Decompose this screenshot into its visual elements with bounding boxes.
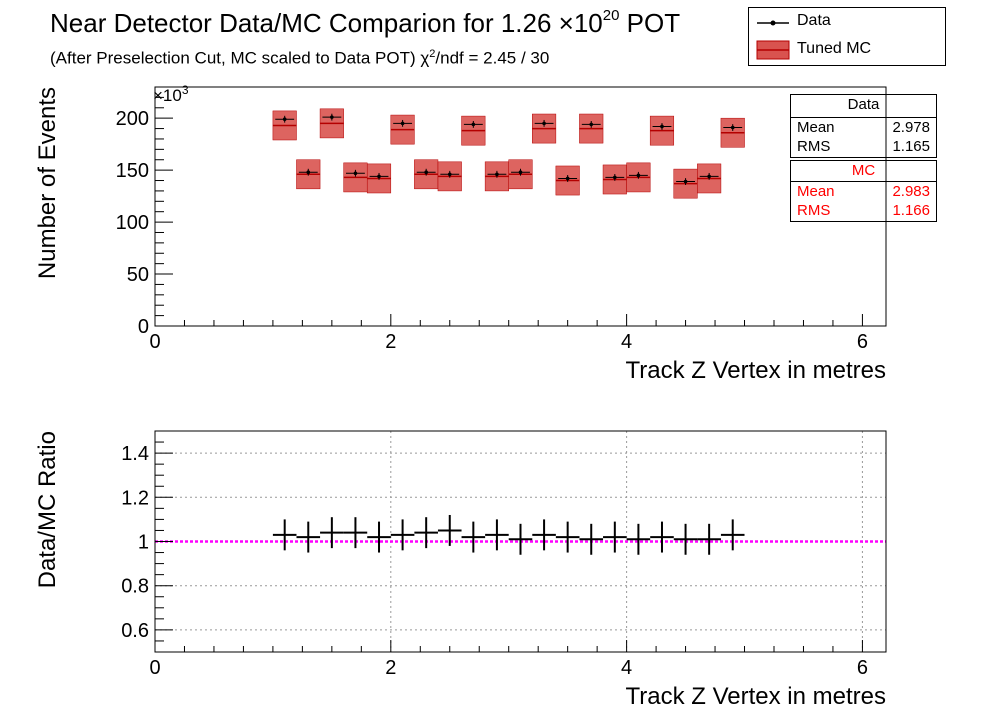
data-point bbox=[683, 179, 688, 184]
data-point bbox=[565, 176, 570, 181]
data-point bbox=[660, 124, 664, 129]
data-point bbox=[282, 117, 287, 122]
ratio-plot: 0 2 4 6 0.6 0.8 1 1.2 1.4 Track Z Vertex in metre… bbox=[34, 430, 887, 710]
data-point bbox=[353, 171, 358, 176]
data-point bbox=[730, 125, 735, 130]
stats-mc-title: MC bbox=[851, 162, 876, 179]
legend-entry-data: Data bbox=[749, 8, 945, 36]
y-tick-label: 0 bbox=[138, 316, 149, 338]
stats-data-title: Data bbox=[847, 96, 880, 113]
data-point bbox=[424, 170, 428, 175]
data-point bbox=[447, 172, 452, 177]
x-axis-label: Track Z Vertex in metres bbox=[625, 683, 886, 710]
y-tick-label: 0.6 bbox=[121, 620, 149, 642]
x-tick-label: 0 bbox=[149, 331, 160, 353]
stats-mc-mean-value: 2.983 bbox=[892, 183, 930, 200]
title-prefix: Near Detector Data/MC Comparion for 1.26… bbox=[50, 8, 603, 38]
stats-data-mean-value: 2.978 bbox=[892, 119, 930, 136]
data-point bbox=[471, 122, 476, 127]
legend-entry-mc: Tuned MC bbox=[749, 36, 945, 64]
stats-box-mc: MC Mean 2.983 RMS 1.166 bbox=[790, 160, 937, 222]
data-point bbox=[400, 121, 405, 126]
stats-data-rms-label: RMS bbox=[797, 138, 831, 155]
x-tick-label: 4 bbox=[621, 657, 632, 679]
x-tick-label: 4 bbox=[621, 331, 632, 353]
y-tick-label: 100 bbox=[116, 212, 149, 234]
legend-data-label: Data bbox=[797, 12, 831, 29]
data-point bbox=[636, 173, 641, 178]
top-plot: 0 2 4 6 0 50 100 150 200 Track Z Vertex in metres… bbox=[34, 83, 887, 384]
data-point bbox=[330, 115, 334, 119]
y-tick-label: 50 bbox=[127, 264, 149, 286]
data-point bbox=[495, 172, 499, 177]
legend-data-marker-icon bbox=[757, 20, 789, 26]
subtitle-suffix: /ndf = 2.45 / 30 bbox=[435, 48, 550, 68]
y-tick-label: 200 bbox=[116, 108, 149, 130]
y-tick-label: 1.4 bbox=[121, 443, 149, 465]
chart-title: Near Detector Data/MC Comparion for 1.26… bbox=[50, 7, 681, 39]
title-suffix: POT bbox=[619, 8, 681, 38]
y-tick-label: 1.2 bbox=[121, 487, 149, 509]
subtitle-exponent: 2 bbox=[429, 48, 436, 60]
data-point bbox=[707, 174, 711, 179]
data-point bbox=[518, 170, 523, 175]
data-point bbox=[589, 122, 594, 127]
y-axis-label: Data/MC Ratio bbox=[34, 431, 61, 588]
x-axis-label: Track Z Vertex in metres bbox=[625, 357, 886, 384]
x-tick-label: 2 bbox=[385, 657, 396, 679]
data-point bbox=[377, 174, 381, 179]
legend: Data Tuned MC bbox=[748, 7, 946, 66]
y-tick-label: 150 bbox=[116, 160, 149, 182]
x-tick-label: 6 bbox=[857, 657, 868, 679]
stats-mc-rms-label: RMS bbox=[797, 202, 831, 219]
y-tick-label: 0.8 bbox=[121, 576, 149, 598]
plot-frame bbox=[154, 86, 887, 327]
chart-subtitle: (After Preselection Cut, MC scaled to Da… bbox=[50, 48, 549, 69]
stats-data-rms-value: 1.165 bbox=[892, 138, 930, 155]
legend-mc-swatch-icon bbox=[756, 40, 790, 60]
subtitle-prefix: (After Preselection Cut, MC scaled to Da… bbox=[50, 48, 430, 68]
x-tick-label: 0 bbox=[149, 657, 160, 679]
title-exponent: 20 bbox=[602, 7, 620, 25]
stats-mc-mean-label: Mean bbox=[797, 183, 835, 200]
data-point bbox=[542, 121, 546, 126]
y-tick-label: 1 bbox=[138, 532, 149, 554]
data-point bbox=[613, 175, 617, 180]
y-multiplier-label: ×103 bbox=[153, 83, 189, 105]
y-axis-label: Number of Events bbox=[34, 87, 61, 279]
data-point bbox=[306, 170, 311, 175]
stats-mc-rms-value: 1.166 bbox=[892, 202, 930, 219]
x-tick-label: 6 bbox=[857, 331, 868, 353]
x-tick-label: 2 bbox=[385, 331, 396, 353]
legend-mc-label: Tuned MC bbox=[797, 40, 872, 57]
stats-box-data: Data Mean 2.978 RMS 1.165 bbox=[790, 94, 937, 158]
stats-data-mean-label: Mean bbox=[797, 119, 835, 136]
